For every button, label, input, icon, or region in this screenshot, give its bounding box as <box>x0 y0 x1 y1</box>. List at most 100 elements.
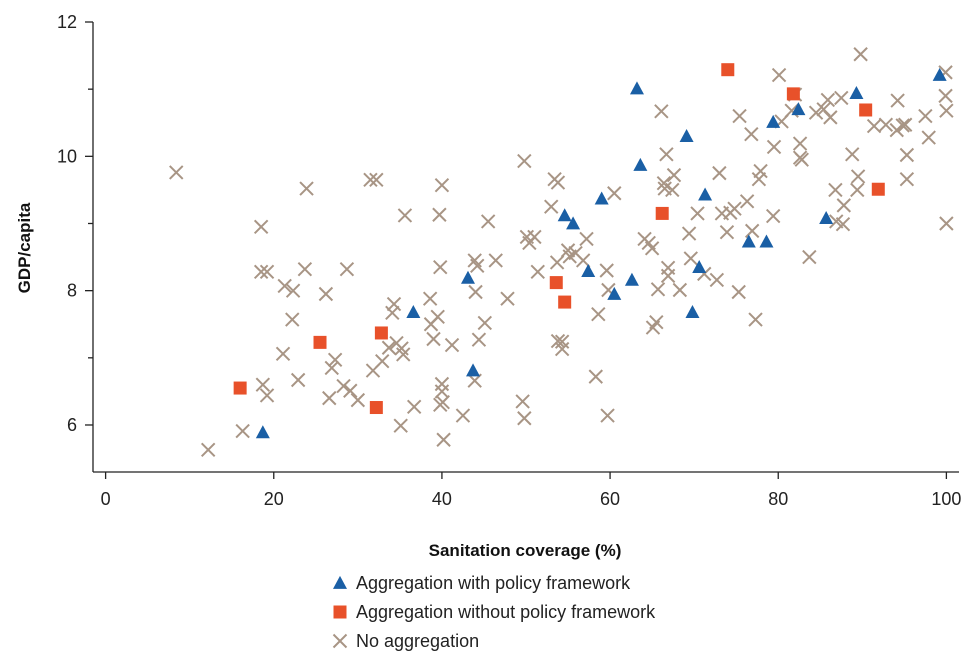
data-point-x <box>850 169 866 184</box>
data-point-x <box>549 255 565 270</box>
data-point-x <box>690 206 705 221</box>
data-point-x <box>836 198 852 213</box>
data-point-x <box>393 418 408 433</box>
data-point-x <box>739 194 755 209</box>
data-point-x <box>253 264 269 280</box>
axes: 0 20 40 60 80 100 6 8 10 12 <box>57 12 961 509</box>
data-point-x <box>468 284 483 300</box>
data-point-x <box>436 432 451 447</box>
data-point-triangle <box>819 210 834 224</box>
data-point-x <box>866 118 882 134</box>
data-point-x <box>939 216 954 231</box>
legend-marker-square <box>333 605 347 619</box>
data-point-x <box>588 369 603 384</box>
data-point-x <box>607 186 622 201</box>
data-points <box>169 47 954 458</box>
data-point-x <box>719 225 735 240</box>
data-point-triangle <box>766 114 781 128</box>
data-point-x <box>683 251 698 266</box>
data-point-x <box>381 340 397 355</box>
data-point-x <box>350 392 366 408</box>
data-point-x <box>681 226 697 241</box>
data-point-x <box>385 305 400 321</box>
data-point-x <box>660 260 676 276</box>
data-point-square <box>721 63 735 77</box>
data-point-square <box>558 295 572 309</box>
data-point-x <box>744 223 760 239</box>
data-point-triangle <box>741 234 756 248</box>
series-square <box>233 63 885 415</box>
data-point-x <box>375 353 390 369</box>
data-point-x <box>644 241 660 256</box>
data-point-x <box>665 182 680 198</box>
data-point-x <box>599 263 614 278</box>
data-point-square <box>786 87 800 101</box>
data-point-x <box>649 315 664 330</box>
series-triangle <box>255 67 947 439</box>
data-point-x <box>709 272 725 288</box>
data-point-x <box>820 92 836 108</box>
y-tick-label: 6 <box>67 415 77 435</box>
data-point-triangle <box>466 363 481 377</box>
data-point-x <box>544 199 559 214</box>
data-point-x <box>890 93 905 108</box>
y-tick-label: 12 <box>57 12 77 32</box>
x-axis-label: Sanitation coverage (%) <box>429 541 622 560</box>
data-point-x <box>899 147 915 163</box>
data-point-x <box>899 171 915 187</box>
data-point-x <box>550 333 566 349</box>
data-point-x <box>369 172 384 188</box>
legend: Aggregation with policy framework Aggrega… <box>332 573 656 651</box>
data-point-triangle <box>557 208 572 222</box>
data-point-x <box>299 181 314 196</box>
data-point-x <box>853 47 868 62</box>
data-point-square <box>369 401 383 415</box>
data-point-square <box>313 335 327 349</box>
data-point-x <box>235 423 250 439</box>
data-point-x <box>515 394 530 409</box>
data-point-x <box>430 309 445 325</box>
data-point-x <box>530 264 545 280</box>
data-point-x <box>255 377 271 392</box>
data-point-x <box>712 165 727 181</box>
data-point-x <box>426 331 441 347</box>
data-point-x <box>527 229 542 245</box>
data-point-x <box>253 219 269 235</box>
data-point-x <box>517 153 532 169</box>
data-point-x <box>435 394 450 410</box>
data-point-triangle <box>624 272 639 286</box>
data-point-x <box>200 442 216 458</box>
data-point-x <box>434 376 450 392</box>
data-point-x <box>434 178 450 193</box>
data-point-x <box>808 105 824 120</box>
data-point-x <box>659 147 674 162</box>
data-point-x <box>285 312 300 327</box>
data-point-triangle <box>849 86 864 100</box>
data-point-x <box>654 104 669 119</box>
data-point-x <box>794 152 809 167</box>
data-point-x <box>579 231 594 247</box>
data-point-x <box>823 110 838 125</box>
data-point-x <box>554 334 570 349</box>
x-tick-label: 0 <box>101 489 111 509</box>
data-point-square <box>374 326 388 340</box>
data-point-triangle <box>791 102 806 116</box>
data-point-x <box>765 208 781 224</box>
data-point-x <box>488 253 503 268</box>
y-tick-label: 10 <box>57 146 77 166</box>
data-point-x <box>444 337 460 353</box>
data-point-x <box>480 214 496 229</box>
data-point-triangle <box>759 234 774 248</box>
y-tick-label: 8 <box>67 281 77 301</box>
data-point-x <box>802 249 817 265</box>
data-point-triangle <box>566 216 581 230</box>
legend-label: Aggregation without policy framework <box>356 602 656 622</box>
legend-marker-x <box>332 633 348 649</box>
data-point-x <box>938 88 953 104</box>
data-point-x <box>845 147 860 162</box>
data-point-x <box>363 172 378 188</box>
data-point-x <box>727 201 742 216</box>
data-point-triangle <box>692 259 707 273</box>
data-point-x <box>343 383 358 398</box>
